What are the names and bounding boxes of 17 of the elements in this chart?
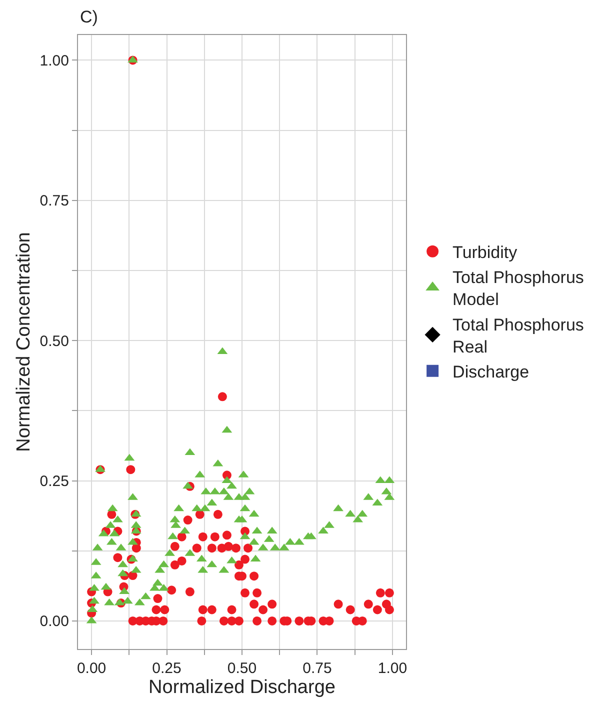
legend-label: Total Phosphorus Real	[452, 315, 584, 356]
y-tick-label: 0.00	[40, 613, 69, 630]
y-tick-label: 0.50	[40, 332, 69, 350]
legend-label: Turbidity	[452, 242, 518, 262]
x-tick-label: 0.75	[302, 660, 332, 677]
y-tick-label: 0.75	[40, 192, 69, 210]
legend-label: Total Phosphorus Model	[452, 268, 584, 310]
chart-title: C)	[80, 7, 98, 26]
x-tick-label: 0.25	[152, 660, 182, 677]
x-axis-title: Normalized Discharge	[148, 677, 336, 698]
legend-label: Discharge	[452, 362, 530, 382]
x-tick-label: 1.00	[378, 660, 408, 677]
x-tick-label: 0.50	[227, 660, 257, 677]
y-axis-title: Normalized Concentration	[14, 232, 35, 452]
x-tick-label: 0.00	[76, 660, 106, 677]
y-tick-label: 0.25	[40, 473, 69, 490]
y-tick-label: 1.00	[40, 52, 69, 70]
